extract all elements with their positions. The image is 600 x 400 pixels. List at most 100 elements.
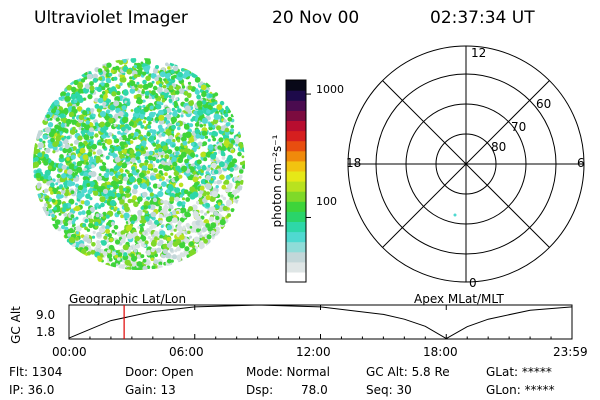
image-pixel (36, 182, 42, 188)
image-pixel (144, 94, 149, 99)
image-pixel (119, 199, 125, 205)
image-pixel (75, 183, 80, 188)
image-pixel (155, 143, 162, 149)
image-pixel (123, 89, 129, 95)
image-pixel (68, 228, 74, 234)
image-pixel (61, 224, 66, 230)
x-tick-0600: 06:00 (169, 345, 204, 359)
image-pixel (206, 191, 211, 196)
image-pixel (194, 89, 200, 95)
image-pixel (202, 141, 208, 147)
image-pixel (165, 178, 169, 182)
image-pixel (176, 105, 180, 109)
image-pixel (119, 76, 126, 83)
image-pixel (105, 77, 112, 84)
image-pixel (196, 200, 200, 205)
image-pixel (200, 215, 205, 220)
image-pixel (74, 202, 78, 206)
date-label: 20 Nov 00 (272, 8, 360, 28)
image-pixel (37, 142, 44, 149)
image-pixel (141, 165, 148, 172)
image-pixel (184, 246, 190, 252)
image-pixel (223, 181, 228, 185)
image-pixel (141, 90, 146, 94)
image-pixel (132, 195, 138, 201)
image-pixel (131, 188, 138, 195)
image-pixel (148, 121, 152, 125)
image-pixel (157, 109, 164, 116)
image-pixel (166, 84, 170, 88)
timeline-ticks (68, 305, 573, 339)
image-pixel (135, 145, 139, 149)
image-pixel (116, 192, 121, 198)
image-pixel (42, 134, 48, 140)
image-pixel (112, 251, 117, 256)
image-pixel (153, 168, 158, 173)
image-pixel (234, 138, 240, 144)
image-pixel (120, 214, 124, 219)
image-pixel (92, 230, 96, 234)
image-pixel (59, 154, 64, 159)
image-pixel (209, 206, 216, 213)
image-pixel (168, 213, 172, 217)
image-pixel (83, 171, 89, 177)
image-pixel (140, 124, 145, 129)
image-pixel (116, 90, 121, 96)
image-pixel (63, 221, 69, 227)
image-pixel (146, 186, 152, 191)
image-pixel (168, 204, 174, 210)
image-pixel (44, 203, 48, 207)
image-pixel (184, 97, 189, 102)
image-pixel (204, 135, 209, 139)
image-pixel (176, 122, 180, 126)
image-pixel (156, 101, 160, 105)
image-pixel (227, 116, 233, 122)
image-pixel (135, 243, 141, 249)
info-seq: Seq: 30 (366, 383, 412, 397)
image-pixel (189, 241, 194, 247)
x-tick-1800: 18:00 (423, 345, 458, 359)
info-gain: Gain: 13 (125, 383, 176, 397)
image-pixel (84, 200, 91, 206)
image-pixel (227, 182, 233, 188)
image-pixel (175, 90, 180, 95)
image-pixel (104, 132, 109, 136)
image-pixel (119, 168, 124, 173)
image-pixel (152, 183, 158, 189)
image-pixel (160, 160, 166, 165)
image-pixel (187, 141, 191, 144)
image-pixel (99, 110, 107, 118)
image-pixel (113, 184, 119, 190)
image-pixel (120, 210, 125, 214)
image-pixel (178, 88, 185, 95)
image-pixel (181, 204, 186, 208)
image-pixel (151, 80, 155, 84)
image-pixel (189, 123, 194, 128)
image-pixel (163, 88, 169, 94)
image-pixel (159, 234, 164, 239)
image-pixel (202, 190, 207, 195)
image-pixel (145, 58, 151, 63)
image-pixel (136, 254, 140, 258)
image-pixel (171, 94, 175, 99)
image-pixel (77, 211, 83, 216)
image-pixel (213, 181, 217, 185)
image-pixel (174, 146, 180, 152)
image-pixel (142, 191, 148, 198)
image-pixel (123, 212, 130, 219)
image-pixel (158, 261, 163, 266)
image-pixel (145, 75, 151, 82)
image-pixel (49, 117, 53, 121)
image-pixel (168, 175, 172, 179)
image-pixel (85, 161, 89, 166)
image-pixel (219, 100, 225, 106)
image-pixel (109, 171, 114, 176)
image-pixel (142, 120, 147, 124)
image-pixel (179, 217, 185, 223)
image-pixel (75, 225, 82, 232)
image-pixel (102, 91, 106, 95)
image-pixel (147, 82, 154, 88)
image-pixel (99, 159, 103, 163)
image-pixel (64, 191, 69, 197)
